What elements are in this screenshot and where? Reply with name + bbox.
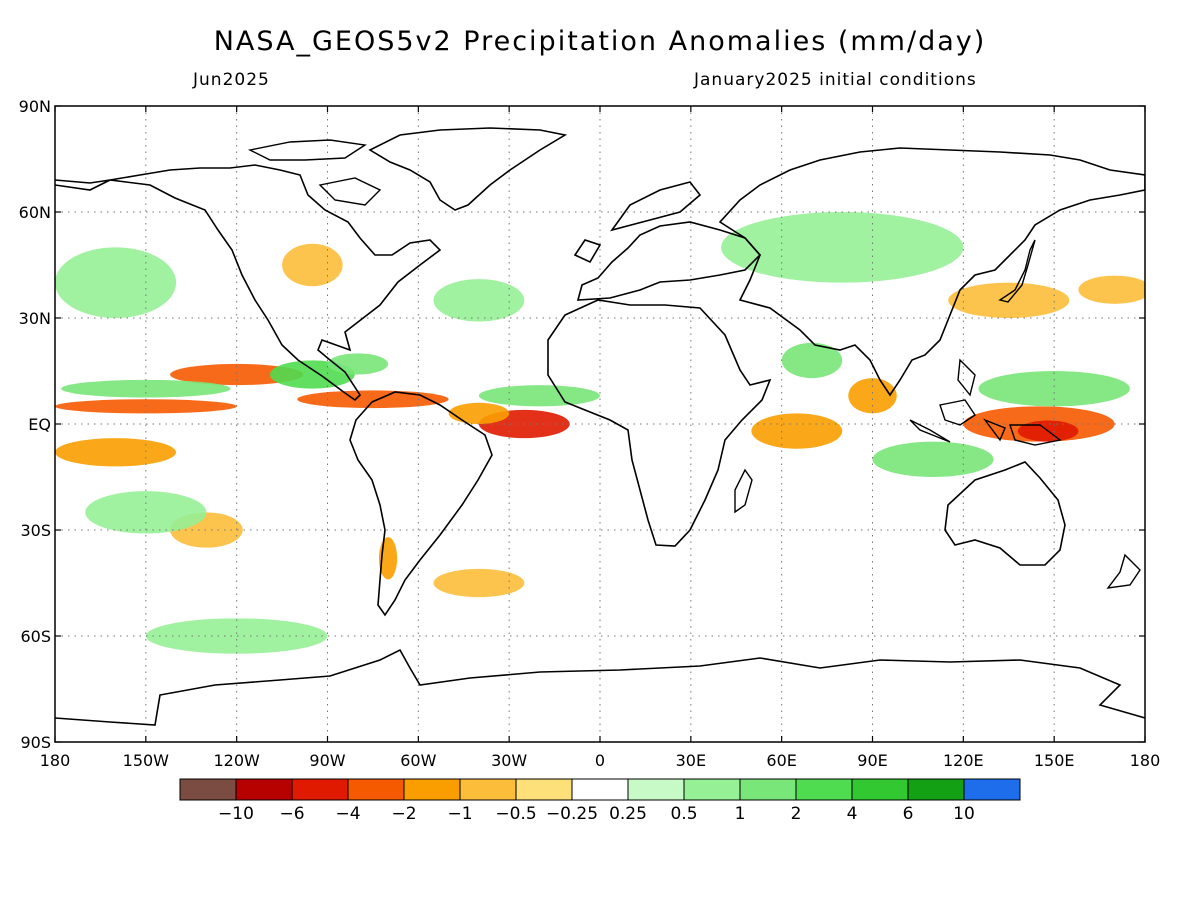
coastline-new-zealand xyxy=(1106,553,1141,589)
coastline-north-america xyxy=(55,164,442,402)
lon-tick-label: 120E xyxy=(943,751,984,770)
anomaly-region-18 xyxy=(327,353,389,375)
anomaly-region-14 xyxy=(282,243,343,287)
lon-tick-label: 90W xyxy=(309,751,345,770)
anomaly-region-20 xyxy=(478,385,600,407)
colorbar-swatch-9 xyxy=(683,778,741,801)
lon-tick-label: 180 xyxy=(40,751,71,770)
lat-tick-label: EQ xyxy=(28,415,51,434)
colorbar-label: 6 xyxy=(903,804,914,824)
anomaly-region-1 xyxy=(297,390,449,409)
lat-tick-label: 30S xyxy=(20,521,51,540)
colorbar-swatch-12 xyxy=(851,778,909,801)
colorbar-swatch-3 xyxy=(347,778,405,801)
lon-tick-label: 90E xyxy=(857,751,887,770)
colorbar-swatch-14 xyxy=(963,778,1021,801)
lon-tick-label: 150E xyxy=(1034,751,1075,770)
lat-tick-label: 60S xyxy=(20,627,51,646)
coastline-arctic-islands xyxy=(247,139,382,206)
colorbar-swatch-6 xyxy=(515,778,573,801)
colorbar-swatch-2 xyxy=(291,778,349,801)
anomaly-region-23 xyxy=(85,491,207,534)
colorbar-label: −4 xyxy=(335,804,360,824)
coastline-asia xyxy=(718,147,1145,397)
lat-tick-label: 90S xyxy=(20,733,51,752)
anomaly-field xyxy=(55,212,1145,654)
anomaly-region-22 xyxy=(872,441,994,478)
anomaly-region-21 xyxy=(978,371,1130,407)
colorbar-label: 10 xyxy=(953,804,975,824)
axis-ticks: 180 150W 120W 90W 60W 30W 0 30E 60E 90E 120E 150E 18… xyxy=(19,97,1161,770)
colorbar-swatch-5 xyxy=(459,778,517,801)
coastline-australia xyxy=(944,461,1066,566)
colorbar-swatch-11 xyxy=(795,778,853,801)
lon-tick-label: 30W xyxy=(491,751,527,770)
colorbar-label: −0.5 xyxy=(495,804,536,824)
colorbar: −10 −6 −4 −2 −1 −0.5 −0.25 0.25 0.5 1 2 4 6 10 xyxy=(179,778,1021,824)
lon-tick-label: 30E xyxy=(676,751,706,770)
anomaly-region-24 xyxy=(433,279,525,322)
anomaly-region-4 xyxy=(448,402,510,424)
colorbar-label: 1 xyxy=(735,804,746,824)
lon-tick-label: 60E xyxy=(766,751,796,770)
anomaly-region-26 xyxy=(55,247,177,318)
colorbar-swatch-13 xyxy=(907,778,965,801)
colorbar-label: 4 xyxy=(847,804,858,824)
valid-month-label: Jun2025 xyxy=(193,70,270,90)
colorbar-swatch-0 xyxy=(179,778,237,801)
anomaly-region-19 xyxy=(61,379,231,398)
coastline-antarctica xyxy=(55,648,1145,726)
coastline-madagascar xyxy=(734,468,753,514)
lon-tick-label: 180 xyxy=(1130,751,1161,770)
colorbar-label: 0.5 xyxy=(670,804,697,824)
anomaly-region-9 xyxy=(55,438,177,467)
coastline-japan xyxy=(998,239,1036,303)
colorbar-label: 2 xyxy=(791,804,802,824)
colorbar-label: −1 xyxy=(447,804,472,824)
colorbar-label: −6 xyxy=(279,804,304,824)
colorbar-label: 0.25 xyxy=(609,804,647,824)
colorbar-label: −0.25 xyxy=(546,804,598,824)
colorbar-label: −2 xyxy=(391,804,416,824)
anomaly-region-8 xyxy=(848,378,897,414)
colorbar-swatch-8 xyxy=(627,778,685,801)
init-conditions-label: January2025 initial conditions xyxy=(694,70,977,90)
coastline-south-america xyxy=(349,391,493,617)
page-title: NASA_GEOS5v2 Precipitation Anomalies (mm… xyxy=(213,26,987,57)
colorbar-label: −10 xyxy=(218,804,254,824)
colorbar-swatch-7 xyxy=(571,778,629,801)
anomaly-region-25 xyxy=(721,212,964,283)
coastline-maritime-continent xyxy=(909,358,1062,446)
colorbar-swatch-4 xyxy=(403,778,461,801)
coastlines xyxy=(55,127,1145,726)
anomaly-region-11 xyxy=(433,568,525,598)
anomaly-region-0 xyxy=(170,363,304,386)
lon-tick-label: 120W xyxy=(213,751,260,770)
colorbar-swatch-1 xyxy=(235,778,293,801)
coastline-europe xyxy=(573,181,762,301)
anomaly-region-7 xyxy=(751,413,843,449)
colorbar-swatch-10 xyxy=(739,778,797,801)
lat-tick-label: 60N xyxy=(19,203,51,222)
lat-tick-label: 90N xyxy=(19,97,51,116)
anomaly-region-16 xyxy=(781,342,843,379)
lat-tick-label: 30N xyxy=(19,309,51,328)
coastline-greenland xyxy=(368,127,568,211)
lon-tick-label: 150W xyxy=(123,751,170,770)
anomaly-region-13 xyxy=(1078,275,1145,304)
lon-tick-label: 60W xyxy=(400,751,436,770)
anomaly-region-27 xyxy=(145,618,328,654)
lon-tick-label: 0 xyxy=(595,751,605,770)
coastline-africa xyxy=(547,299,772,547)
